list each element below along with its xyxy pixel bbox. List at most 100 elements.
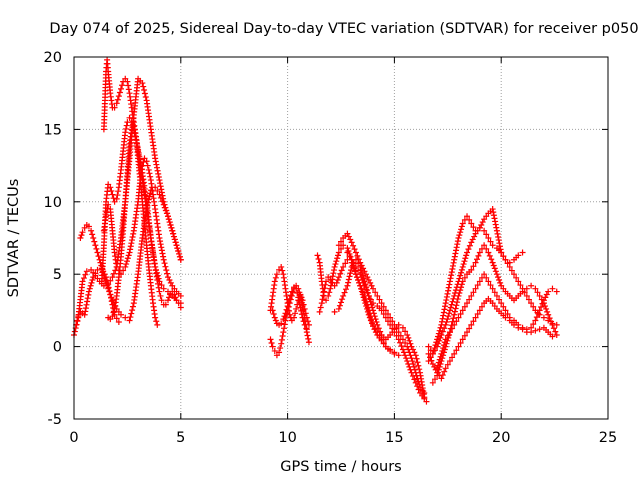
data-point xyxy=(77,235,84,241)
data-point-interp xyxy=(157,180,164,187)
data-point-interp xyxy=(95,253,102,260)
data-point xyxy=(399,324,406,331)
series-track-21 xyxy=(425,295,556,382)
data-point xyxy=(122,129,129,136)
data-point-interp xyxy=(369,304,376,311)
data-point xyxy=(323,278,330,285)
data-point xyxy=(395,336,402,343)
data-point-interp xyxy=(490,262,497,269)
data-point-interp xyxy=(298,307,305,314)
data-point-interp xyxy=(84,295,91,302)
data-point xyxy=(391,349,398,356)
data-point xyxy=(361,282,368,289)
data-point-interp xyxy=(89,231,96,238)
data-point-interp xyxy=(444,290,451,297)
data-point-interp xyxy=(123,261,130,268)
data-point xyxy=(404,332,411,339)
data-point xyxy=(348,239,355,246)
data-point-interp xyxy=(347,267,354,274)
data-point xyxy=(511,271,518,278)
data-point-interp xyxy=(492,221,499,228)
data-point xyxy=(303,326,310,333)
data-point-interp xyxy=(140,83,147,90)
data-point xyxy=(177,256,184,263)
data-point xyxy=(489,259,496,266)
data-point-interp xyxy=(439,372,446,379)
data-point-interp xyxy=(488,256,495,263)
data-point-interp xyxy=(496,296,503,303)
data-point-interp xyxy=(461,258,468,265)
data-point-interp xyxy=(548,318,555,325)
data-point-interp xyxy=(283,306,290,313)
data-point-interp xyxy=(449,262,456,269)
data-point xyxy=(378,300,385,307)
data-point-interp xyxy=(320,292,327,299)
data-point xyxy=(335,274,342,281)
data-point-interp xyxy=(500,253,507,260)
data-point xyxy=(267,336,274,343)
data-point-interp xyxy=(454,299,461,306)
data-point-interp xyxy=(435,359,442,366)
data-point-interp xyxy=(451,308,458,315)
data-point-interp xyxy=(305,335,312,342)
data-point-interp xyxy=(351,268,358,275)
data-point-interp xyxy=(347,236,354,243)
data-point xyxy=(276,349,283,356)
data-point xyxy=(158,297,165,304)
chart-title: Day 074 of 2025, Sidereal Day-to-day VTE… xyxy=(49,21,638,37)
data-point-interp xyxy=(155,173,162,180)
data-point-interp xyxy=(108,187,115,194)
data-point xyxy=(293,285,300,292)
data-point-interp xyxy=(458,269,465,276)
data-point-interp xyxy=(350,242,357,249)
data-point-interp xyxy=(544,308,551,315)
data-point xyxy=(156,278,163,285)
data-point xyxy=(395,352,402,359)
data-point-interp xyxy=(350,260,357,267)
data-point-interp xyxy=(494,274,501,281)
data-point-interp xyxy=(436,327,443,334)
data-point-interp xyxy=(330,270,337,277)
data-point xyxy=(528,329,535,336)
data-point-interp xyxy=(108,294,115,301)
data-point xyxy=(446,278,453,285)
data-point xyxy=(459,263,466,270)
data-point-interp xyxy=(453,247,460,254)
data-point-interp xyxy=(539,300,546,307)
data-point-interp xyxy=(279,267,286,274)
data-point-interp xyxy=(448,272,455,279)
data-point xyxy=(335,249,342,256)
data-point xyxy=(143,206,150,213)
data-point xyxy=(352,263,359,270)
data-point xyxy=(481,242,488,249)
data-point-interp xyxy=(543,291,550,298)
data-point-interp xyxy=(436,356,443,363)
data-point-interp xyxy=(144,162,151,169)
data-point xyxy=(269,307,276,314)
data-point-interp xyxy=(105,284,112,291)
data-point-interp xyxy=(487,238,494,245)
data-point xyxy=(156,288,163,295)
data-point-interp xyxy=(337,270,344,277)
data-point-interp xyxy=(163,267,170,274)
data-point-interp xyxy=(376,296,383,303)
y-axis-label: SDTVAR / TECUs xyxy=(6,179,22,298)
data-point xyxy=(404,343,411,350)
data-point xyxy=(96,256,103,263)
data-point-interp xyxy=(444,316,451,323)
data-point-interp xyxy=(428,357,435,364)
series-track-11 xyxy=(269,284,310,333)
data-point xyxy=(502,314,509,321)
data-point-interp xyxy=(437,334,444,341)
data-point xyxy=(493,292,500,299)
data-point xyxy=(489,242,496,249)
data-point-interp xyxy=(359,291,366,298)
data-point-interp xyxy=(153,164,160,171)
data-point xyxy=(173,242,180,249)
data-point-interp xyxy=(443,293,450,300)
data-point xyxy=(352,249,359,256)
data-point-interp xyxy=(84,298,91,305)
data-point xyxy=(160,256,167,263)
data-point-interp xyxy=(296,301,303,308)
